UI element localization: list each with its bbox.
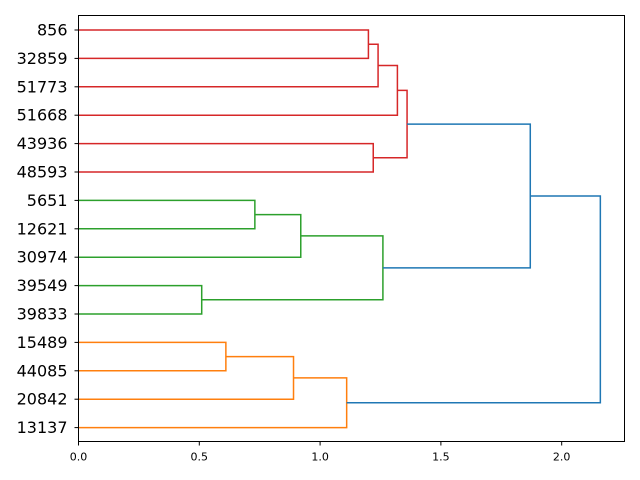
leaf-label-30974: 30974 [17,248,68,267]
link-green-8 [201,235,384,301]
leaf-label-43936: 43936 [17,134,68,153]
leaf-label-48593: 48593 [17,163,68,182]
link-green-5 [78,199,256,230]
link-red-4 [373,89,408,159]
leaf-label-856: 856 [37,21,68,40]
link-red-1 [78,43,379,88]
x-tick-label: 2.0 [553,451,571,464]
leaf-label-12621: 12621 [17,219,68,238]
link-red-3 [78,142,374,173]
link-orange-11 [78,377,348,429]
link-orange-9 [78,341,227,372]
leaf-label-15489: 15489 [17,333,68,352]
leaf-label-13137: 13137 [17,418,68,437]
link-red-0 [78,29,370,60]
link-blue-12 [382,123,532,269]
leaf-label-44085: 44085 [17,361,68,380]
link-green-6 [78,213,302,258]
x-tick-label: 1.5 [432,451,450,464]
dendrogram-links [78,29,602,429]
leaf-label-39833: 39833 [17,305,68,324]
link-green-7 [78,284,203,315]
leaf-label-51668: 51668 [17,106,68,125]
leaf-label-5651: 5651 [27,191,68,210]
leaf-labels: 856 32859 51773 51668 43936 48593 5651 12621 309… [17,21,79,437]
leaf-label-51773: 51773 [17,77,68,96]
link-orange-10 [78,355,295,400]
x-tick-label: 0.0 [70,451,88,464]
link-red-2 [78,64,399,116]
leaf-label-39549: 39549 [17,276,68,295]
x-axis: 0.0 0.5 1.0 1.5 2.0 [70,441,571,464]
x-tick-label: 0.5 [191,451,209,464]
link-blue-13 [346,195,602,404]
leaf-label-32859: 32859 [17,49,68,68]
x-tick-label: 1.0 [311,451,329,464]
leaf-label-20842: 20842 [17,390,68,409]
